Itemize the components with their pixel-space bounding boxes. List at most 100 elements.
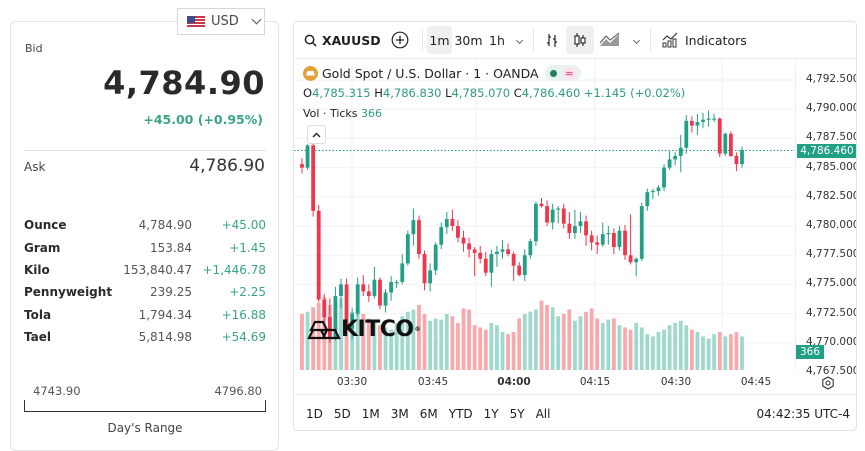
- day-range-low: 4743.90: [33, 384, 81, 398]
- area-style-button[interactable]: [594, 26, 626, 54]
- time-axis[interactable]: 03:30 03:45 04:00 04:15 04:30 04:45: [294, 370, 795, 394]
- time-tick: 04:00: [497, 376, 531, 388]
- range-button-6m[interactable]: 6M: [419, 406, 438, 421]
- unit-name: Ounce: [24, 218, 67, 233]
- ask-label: Ask: [24, 160, 46, 174]
- bid-label: Bid: [25, 42, 43, 55]
- last-price-tag: 4,786.460: [797, 143, 856, 158]
- quote-card: [10, 21, 279, 451]
- volume-value: 366: [361, 106, 383, 120]
- change-value: +1.145 (+0.02%): [583, 86, 686, 100]
- unit-change: +45.00: [221, 218, 266, 233]
- interval-dropdown-button[interactable]: [509, 26, 529, 54]
- unit-name: Gram: [24, 240, 61, 255]
- gold-symbol-icon: [303, 65, 318, 81]
- unit-change: +54.69: [221, 330, 266, 345]
- unit-price: 4,784.90: [138, 218, 192, 233]
- price-tick: 4,782.500: [806, 189, 857, 202]
- range-button-3m[interactable]: 3M: [390, 406, 409, 421]
- unit-change: +2.25: [229, 285, 266, 300]
- indicators-label: Indicators: [685, 32, 747, 48]
- unit-row-pennyweight: Pennyweight 239.25 +2.25: [24, 281, 266, 303]
- unit-row-tola: Tola 1,794.34 +16.88: [24, 304, 266, 326]
- range-button-5d[interactable]: 5D: [333, 406, 351, 421]
- range-button-1d[interactable]: 1D: [306, 406, 323, 421]
- unit-change: +16.88: [221, 307, 266, 322]
- separator: [422, 29, 423, 51]
- interval-1h[interactable]: 1h: [489, 32, 505, 48]
- day-range-label: Day's Range: [107, 421, 183, 435]
- range-button-5y[interactable]: 5Y: [509, 406, 525, 421]
- unit-price: 153.84: [150, 240, 192, 255]
- interval-1m[interactable]: 1m: [427, 26, 452, 54]
- chart-type-dropdown-button[interactable]: [626, 26, 646, 54]
- time-tick: 03:45: [417, 376, 449, 388]
- price-axis[interactable]: 4,792.500 4,790.000 4,787.500 4,785.000 4,78…: [795, 59, 857, 377]
- price-tick: 4,785.000: [806, 160, 857, 173]
- bar-style-button[interactable]: [538, 26, 566, 54]
- volume-tag: 366: [796, 345, 824, 359]
- range-button-all[interactable]: All: [535, 406, 551, 421]
- unit-change: +1,446.78: [202, 262, 267, 277]
- chart-widget: XAUUSD 1m 30m 1h Indicators: [293, 21, 857, 431]
- unit-price-table: Ounce 4,784.90 +45.00 Gram 153.84 +1.45 …: [24, 214, 266, 348]
- price-tick: 4,792.500: [806, 73, 857, 85]
- unit-name: Kilo: [24, 262, 50, 277]
- currency-selector[interactable]: USD: [177, 8, 265, 35]
- price-tick: 4,770.000: [806, 335, 857, 348]
- unit-change: +1.45: [229, 240, 266, 255]
- price-tick: 4,772.500: [806, 306, 857, 319]
- ask-value: 4,786.90: [189, 156, 265, 176]
- chart-toolbar: XAUUSD 1m 30m 1h Indicators: [294, 22, 856, 59]
- symbol-search-button[interactable]: XAUUSD: [294, 26, 382, 54]
- low-value: 4,785.070: [451, 86, 511, 100]
- chevron-down-icon: [515, 36, 523, 44]
- symbol-label: XAUUSD: [322, 32, 381, 48]
- price-tick: 4,780.000: [806, 219, 857, 231]
- unit-price: 153,840.47: [123, 262, 192, 277]
- price-tick: 4,775.000: [806, 277, 857, 290]
- range-bar: 1D 5D 1M 3M 6M YTD 1Y 5Y All 04:42:35 UTC-4: [294, 394, 856, 430]
- range-button-ytd[interactable]: YTD: [448, 406, 473, 421]
- separator: [650, 29, 651, 51]
- chevron-up-icon: [312, 132, 321, 137]
- indicators-button[interactable]: Indicators: [655, 26, 753, 54]
- bars-icon: [547, 34, 557, 47]
- interval-30m[interactable]: 30m: [454, 32, 483, 48]
- day-range-bar: [24, 400, 266, 412]
- kitco-logo-icon: [307, 320, 341, 339]
- unit-name: Tael: [24, 330, 51, 345]
- candles-style-button[interactable]: [566, 26, 594, 54]
- price-tick: 4,767.500: [806, 365, 857, 377]
- search-icon: [304, 34, 317, 47]
- currency-label: USD: [211, 14, 239, 29]
- divider: [24, 150, 266, 151]
- separator: [533, 29, 534, 51]
- volume-label: Vol · Ticks: [303, 106, 358, 120]
- open-value: 4,785.315: [312, 86, 371, 100]
- chart-settings-button[interactable]: [821, 376, 835, 390]
- range-button-1y[interactable]: 1Y: [483, 406, 499, 421]
- unit-row-tael: Tael 5,814.98 +54.69: [24, 326, 266, 348]
- plus-circle-icon: [391, 31, 409, 49]
- unit-row-ounce: Ounce 4,784.90 +45.00: [24, 214, 266, 236]
- collapse-legend-button[interactable]: [307, 125, 326, 144]
- market-open-dot-icon: [549, 69, 557, 77]
- bid-change: +45.00 (+0.95%): [143, 112, 263, 127]
- us-flag-icon: [187, 15, 205, 28]
- chevron-down-icon: [632, 36, 640, 44]
- unit-row-kilo: Kilo 153,840.47 +1,446.78: [24, 259, 266, 281]
- time-tick: 03:30: [336, 376, 368, 388]
- price-tick: 4,787.500: [806, 131, 857, 144]
- candles-icon: [574, 33, 586, 47]
- market-status-pill[interactable]: ≈: [544, 65, 581, 81]
- range-button-1m[interactable]: 1M: [361, 406, 380, 421]
- unit-price: 5,814.98: [138, 330, 192, 345]
- chart-clock[interactable]: 04:42:35 UTC-4: [756, 406, 850, 421]
- compare-symbol-button[interactable]: [382, 26, 418, 54]
- unit-price: 1,794.34: [138, 307, 192, 322]
- time-tick: 04:30: [660, 376, 692, 388]
- price-tick: 4,790.000: [806, 102, 857, 115]
- day-range-high: 4796.80: [214, 384, 262, 398]
